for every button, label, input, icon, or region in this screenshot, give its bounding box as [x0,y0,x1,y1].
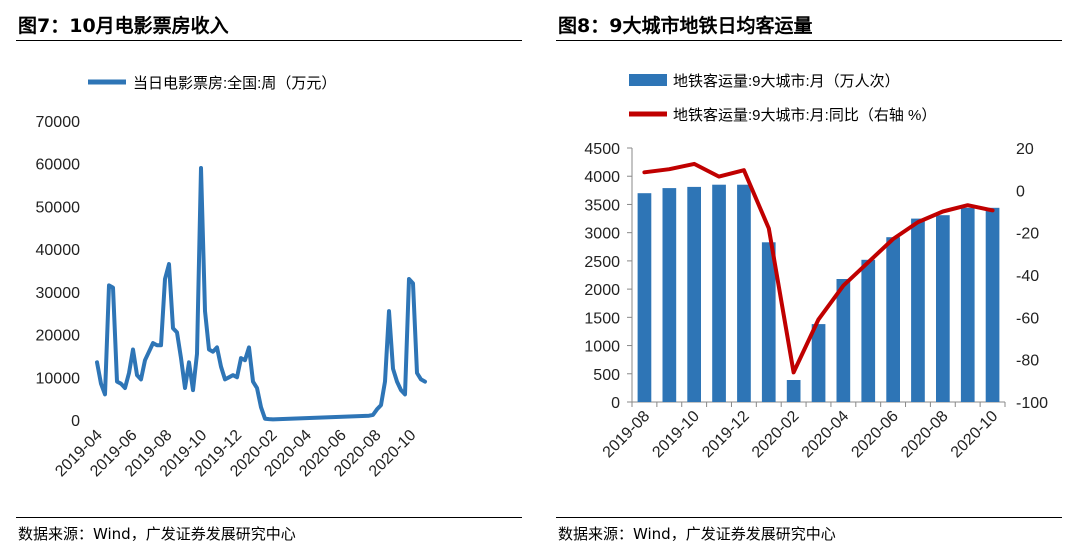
bar-ridership [836,279,851,402]
bar-ridership [662,188,677,402]
y-tick-label-left: 1000 [584,339,620,356]
legend-line-label: 地铁客运量:9大城市:月:同比（右轴 %） [673,107,936,124]
figure-7-panel: 图7：10月电影票房收入 当日电影票房:全国:周（万元） 0 10000 20000 3… [16,15,522,543]
y-tick-label-right: -20 [1016,226,1039,243]
y-tick-label: 40000 [36,242,81,259]
y-tick-label: 20000 [36,328,81,345]
x-tick-label: 2020-06 [848,408,902,462]
legend-bar-swatch [629,74,667,86]
y-tick-label-left: 1500 [584,310,620,327]
x-tick-label: 2020-04 [799,408,853,462]
bar-ridership [861,259,876,402]
x-tick-label: 2019-08 [600,408,654,462]
x-tick-label: 2020-08 [898,408,952,462]
x-tick-label: 2019-10 [649,408,703,462]
bar-ridership [687,186,701,402]
figure-7-title: 图7：10月电影票房收入 [18,15,229,37]
figure-8-bottom-rule [556,517,1062,518]
bar-ridership [960,207,975,402]
bar-ridership [911,218,925,402]
y-tick-label-left: 4000 [584,169,620,186]
figure-7-source: 数据来源：Wind，广发证券发展研究中心 [18,525,296,543]
figure-8-title: 图8：9大城市地铁日均客运量 [558,15,813,37]
x-tick-label: 2020-02 [749,408,803,462]
y-tick-label-left: 2500 [584,254,620,271]
y-tick-label: 30000 [36,285,81,302]
bar-ridership [786,380,801,402]
bar-ridership [936,215,950,402]
bar-ridership [811,324,826,402]
y-tick-label-right: 0 [1016,183,1025,200]
y-tick-label: 50000 [36,199,81,216]
subway-ridership-chart: 地铁客运量:9大城市:月（万人次） 地铁客运量:9大城市:月:同比（右轴 %） 0 5… [584,73,1048,462]
bar-ridership [985,207,1000,402]
figure-8-panel: 图8：9大城市地铁日均客运量 地铁客运量:9大城市:月（万人次） 地铁客运量:9大… [540,0,1080,557]
figure-7-bottom-rule [16,517,522,518]
y-tick-label-right: -80 [1016,353,1039,370]
box-office-chart: 当日电影票房:全国:周（万元） 0 10000 20000 30000 40000 5000… [36,74,427,480]
y-tick-label-right: -40 [1016,268,1039,285]
figure-7-top-rule [16,40,522,41]
x-tick-label: 2019-12 [699,408,753,462]
bar-ridership [712,184,726,402]
y-tick-label: 70000 [36,114,81,131]
bar-ridership [637,193,652,402]
series-line-box-office [95,166,427,422]
bar-ridership [886,237,900,402]
y-tick-label-left: 3000 [584,226,620,243]
y-tick-label-right: -60 [1016,310,1039,327]
legend-bar-label: 地铁客运量:9大城市:月（万人次） [673,73,900,90]
y-tick-label-right: 20 [1016,141,1034,158]
figure-8-source: 数据来源：Wind，广发证券发展研究中心 [558,525,836,543]
y-tick-label-left: 3500 [584,197,620,214]
y-tick-label-left: 0 [611,395,620,412]
bar-ridership [761,242,776,402]
y-tick-label-left: 2000 [584,282,620,299]
bar-ridership [737,184,751,402]
y-tick-label: 60000 [36,157,81,174]
legend-label: 当日电影票房:全国:周（万元） [133,74,336,92]
x-tick-label: 2020-10 [948,408,1002,462]
y-tick-label: 10000 [36,370,81,387]
y-tick-label-right: -100 [1016,395,1048,412]
y-tick-label-left: 500 [593,367,620,384]
y-tick-label: 0 [71,413,80,430]
y-tick-label-left: 4500 [584,141,620,158]
figure-8-top-rule [556,40,1062,41]
series-line-yoy [642,161,995,375]
